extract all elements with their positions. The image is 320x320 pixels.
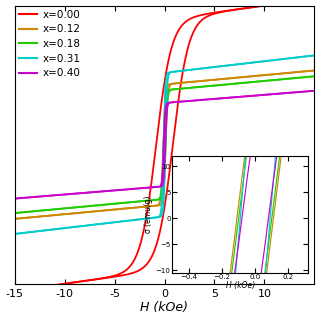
Legend: x=0.00, x=0.12, x=0.18, x=0.31, x=0.40: x=0.00, x=0.12, x=0.18, x=0.31, x=0.40 (18, 9, 82, 79)
X-axis label: H (kOe): H (kOe) (140, 301, 188, 315)
